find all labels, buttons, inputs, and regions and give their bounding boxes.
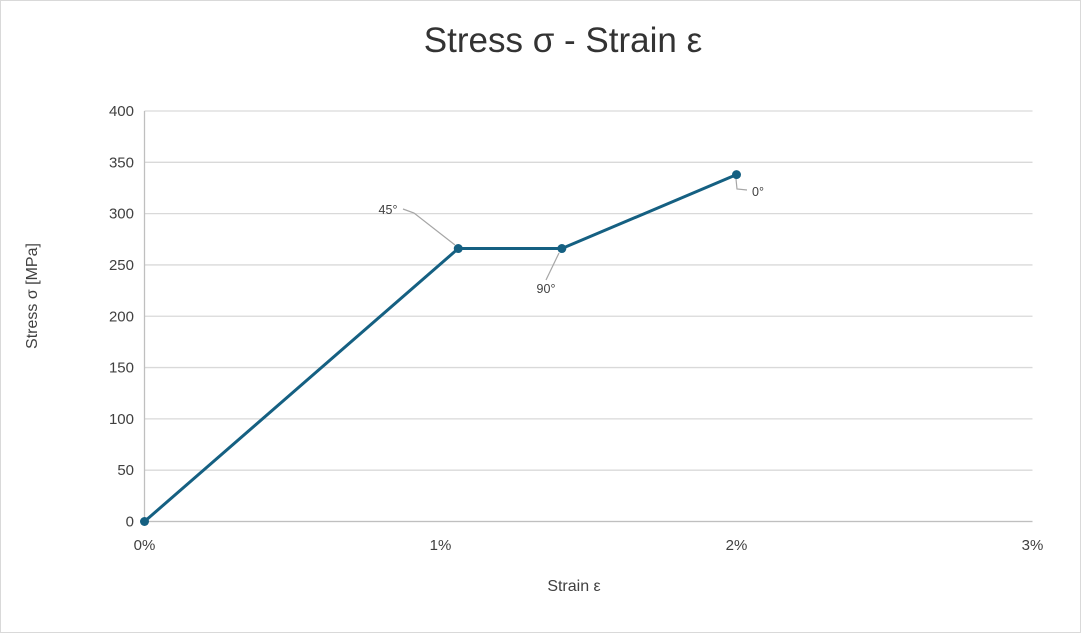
y-tick-label: 50 [117, 462, 134, 479]
chart-title: Stress σ - Strain ε [424, 21, 702, 60]
x-axis-title: Strain ε [547, 578, 600, 595]
y-tick-label: 100 [109, 411, 134, 428]
annotations-layer: 45° 90° 0° [379, 178, 764, 296]
y-tick-label: 400 [109, 103, 134, 120]
annotation-label: 90° [537, 282, 556, 296]
data-point-marker [557, 244, 567, 254]
x-tick-label: 1% [430, 537, 452, 554]
axes-layer: 0% 1% 2% 3% [134, 111, 1044, 554]
y-tick-label: 200 [109, 308, 134, 325]
data-point-marker [140, 517, 149, 526]
annotation-label: 45° [379, 203, 398, 217]
annotation-leader-line [545, 252, 560, 281]
annotation-leader-line [402, 208, 456, 246]
y-tick-label: 150 [109, 360, 134, 377]
series-layer [140, 170, 741, 526]
gridlines-layer: 0 50 100 150 200 250 300 350 400 [109, 103, 1033, 531]
x-tick-label: 3% [1022, 537, 1044, 554]
x-tick-label: 0% [134, 537, 156, 554]
y-tick-label: 250 [109, 257, 134, 274]
annotation-leader-line [735, 178, 748, 191]
y-tick-label: 350 [109, 154, 134, 171]
data-point-marker [732, 170, 741, 180]
y-tick-label: 300 [109, 206, 134, 223]
y-tick-label: 0 [126, 514, 134, 531]
y-axis-title: Stress σ [MPa] [24, 243, 41, 349]
x-tick-label: 2% [726, 537, 748, 554]
data-point-marker [453, 244, 463, 254]
series-line [143, 173, 738, 523]
annotation-label: 0° [752, 185, 764, 199]
